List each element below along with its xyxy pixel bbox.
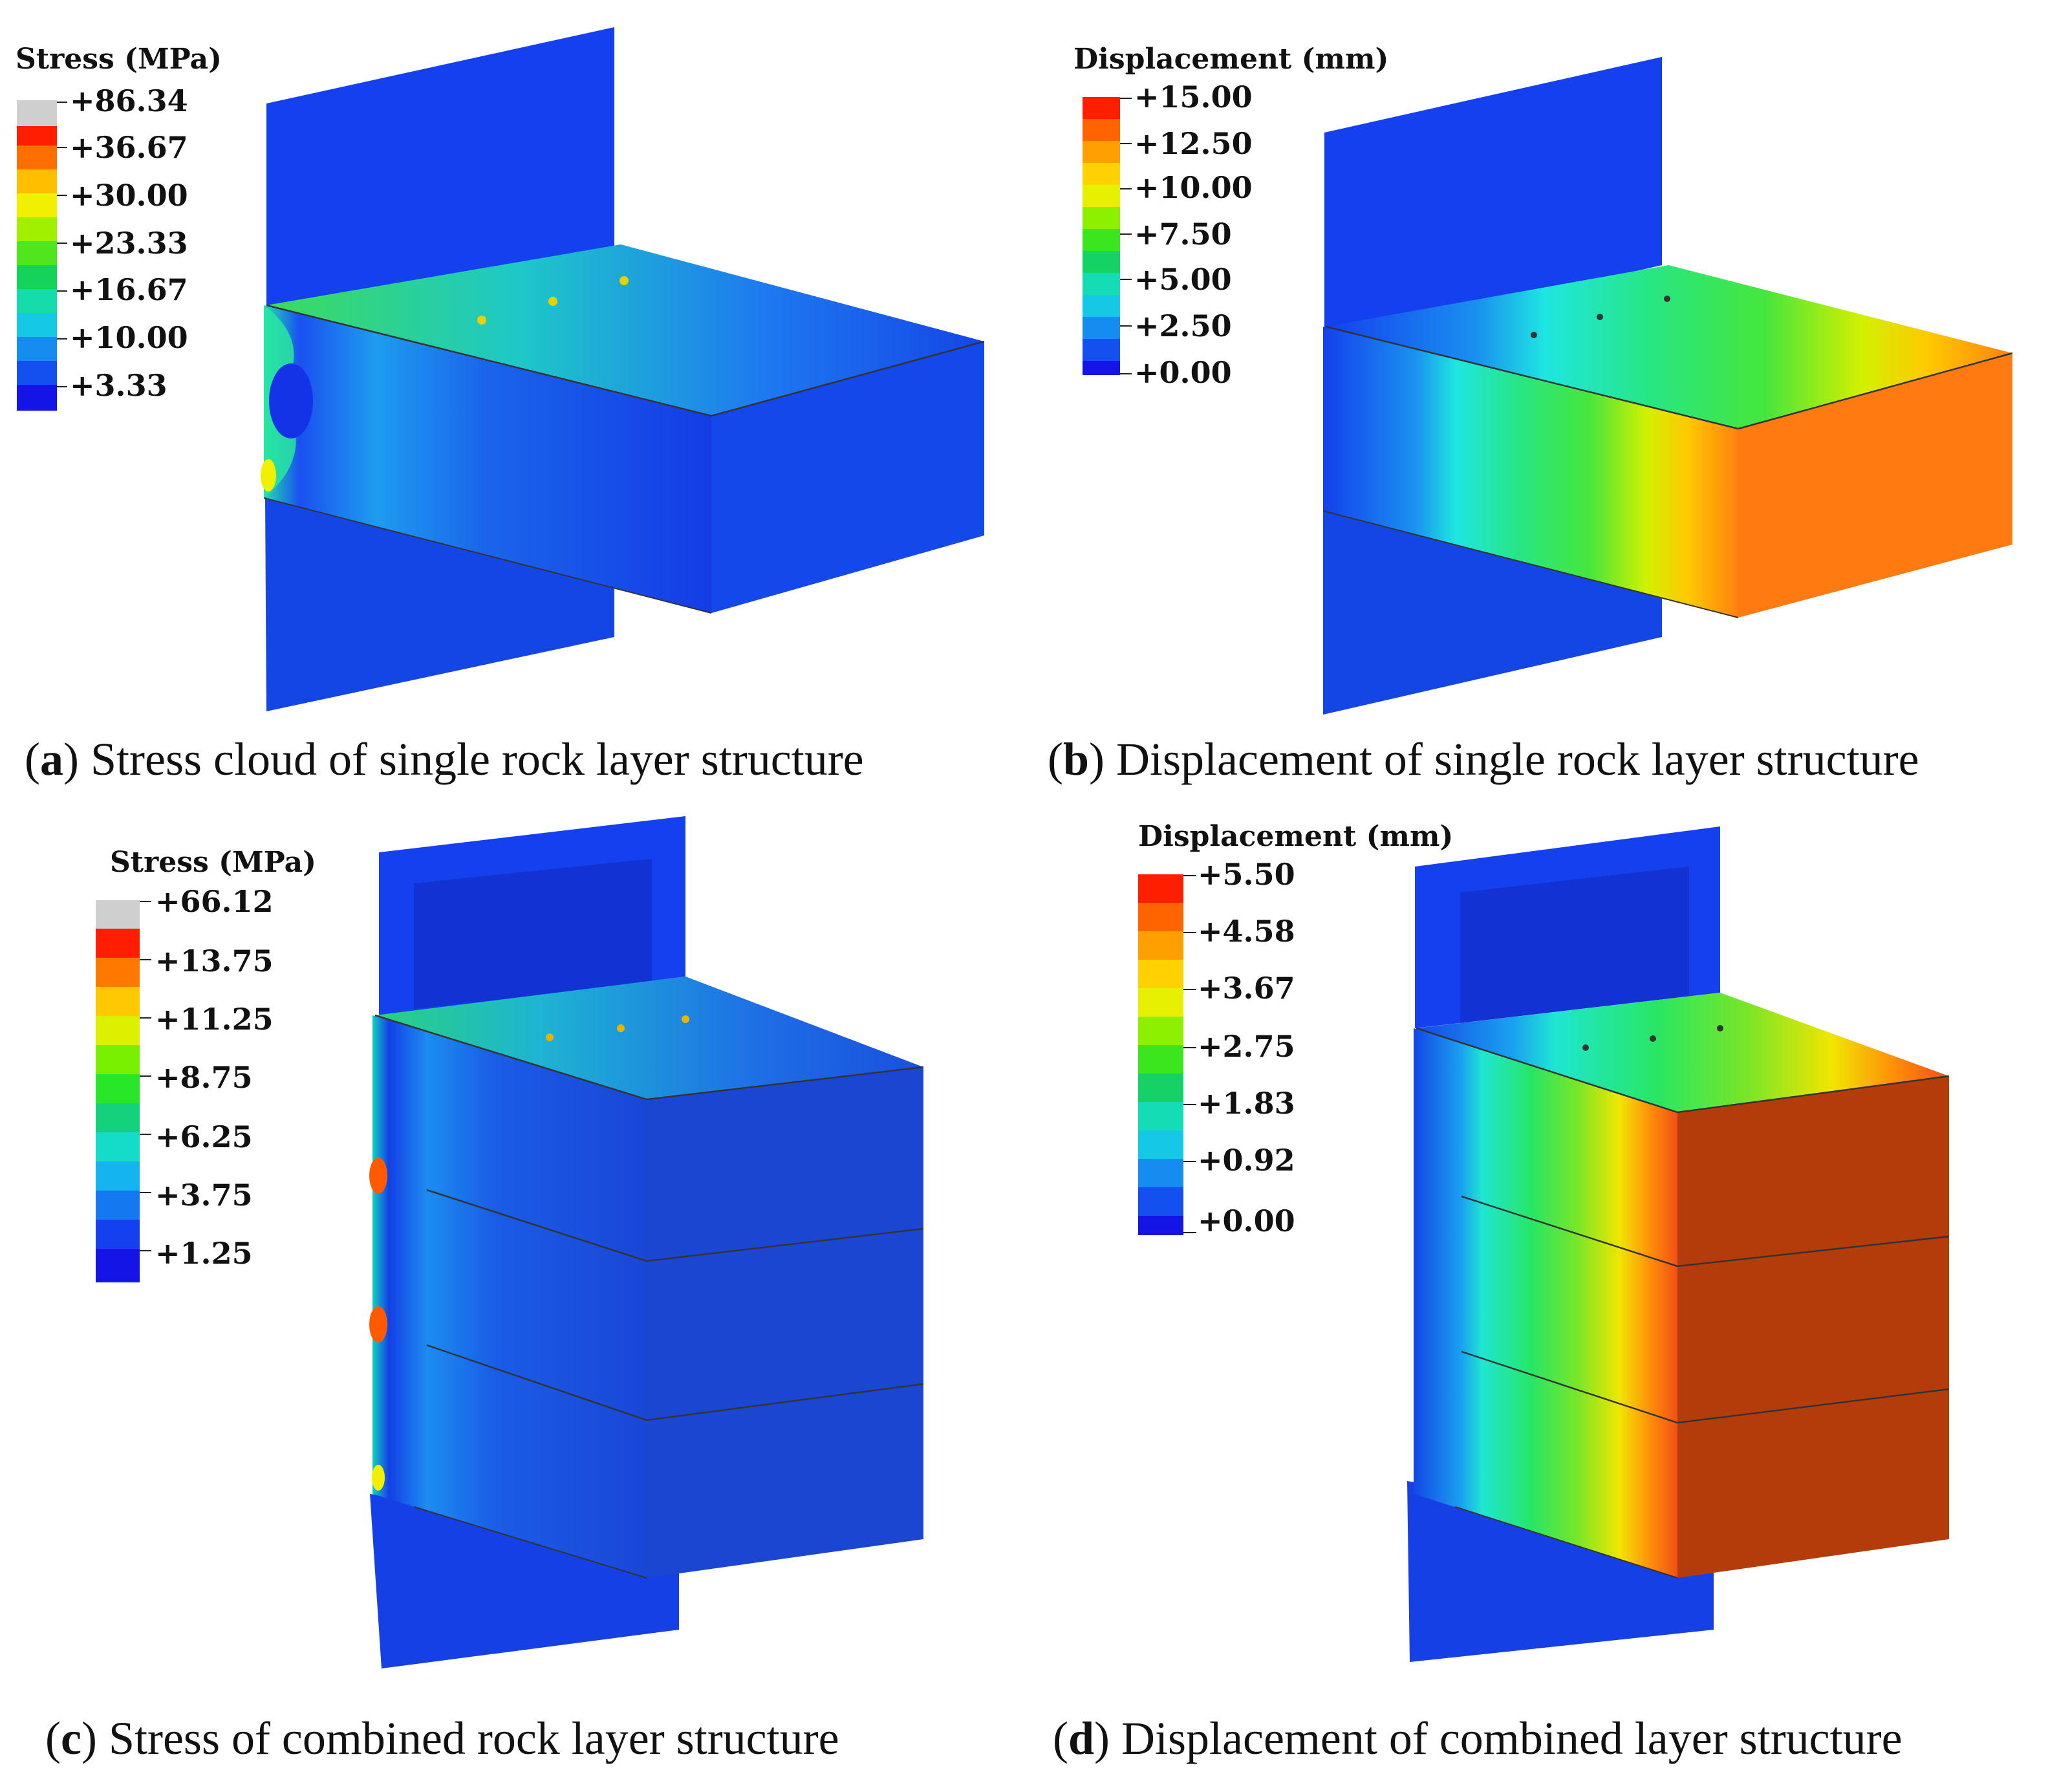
- legend-tick-c-6: +1.25: [155, 1236, 253, 1271]
- legend-title-d: Displacement (mm): [1138, 820, 1453, 853]
- legend-tick-c-1: +13.75: [155, 944, 274, 978]
- beam-end-b: [1738, 353, 2012, 618]
- caption-a: (a) Stress cloud of single rock layer st…: [25, 733, 864, 785]
- rock-model-d: [1407, 826, 1950, 1662]
- legend-tick-c-5: +3.75: [155, 1178, 253, 1213]
- rock-model-b: [1322, 57, 2013, 715]
- panel-b: Displacement (mm) +15.00 +12.50 +10.00 +…: [1048, 43, 2013, 785]
- beam-end-a: [711, 341, 984, 613]
- legend-tick-d-4: +1.83: [1198, 1086, 1295, 1121]
- legend-tick-b-1: +12.50: [1134, 126, 1253, 161]
- colorbar-ticks-b: [1120, 98, 1132, 374]
- beam-front-a: [264, 305, 711, 613]
- legend-tick-d-5: +0.92: [1198, 1143, 1295, 1178]
- legend-tick-b-5: +2.50: [1134, 308, 1232, 343]
- colorbar-b: [1083, 97, 1120, 375]
- legend-tick-d-3: +2.75: [1198, 1029, 1295, 1064]
- legend-tick-b-0: +15.00: [1134, 80, 1253, 114]
- legend-tick-b-4: +5.00: [1134, 262, 1232, 297]
- caption-b: (b) Displacement of single rock layer st…: [1048, 733, 1919, 785]
- legend-tick-c-2: +11.25: [155, 1002, 274, 1037]
- legend-title-a: Stress (MPa): [16, 43, 222, 76]
- legend-tick-a-2: +30.00: [70, 178, 188, 213]
- beam-top-a: [266, 244, 984, 416]
- beam-top-b: [1326, 265, 2012, 429]
- lower-block-a: [265, 498, 614, 711]
- beam-front-b: [1323, 327, 1738, 618]
- beam-end-c: [647, 1067, 923, 1578]
- caption-d: (d) Displacement of combined layer struc…: [1053, 1712, 1902, 1764]
- colorbar-c: [96, 900, 140, 1282]
- legend-tick-a-6: +3.33: [70, 368, 167, 403]
- rock-model-c: [369, 816, 924, 1668]
- beam-front-d: [1414, 1028, 1677, 1578]
- beam-front-c: [372, 1015, 647, 1578]
- legend-title-c: Stress (MPa): [110, 846, 316, 879]
- legend-tick-c-4: +6.25: [155, 1119, 253, 1154]
- legend-tick-d-0: +5.50: [1198, 857, 1295, 892]
- legend-tick-b-3: +7.50: [1134, 217, 1232, 252]
- colorbar-a: [17, 100, 57, 411]
- legend-title-b: Displacement (mm): [1073, 43, 1388, 76]
- colorbar-ticks-a: [57, 102, 67, 387]
- upper-block-b: [1324, 57, 1662, 343]
- beam-top-c: [375, 977, 923, 1099]
- legend-tick-c-3: +8.75: [155, 1060, 253, 1095]
- legend-tick-b-2: +10.00: [1134, 170, 1253, 205]
- panel-a: Stress (MPa) +86.34 +36.67 +30.00 +23.33: [16, 27, 985, 785]
- legend-tick-c-0: +66.12: [155, 884, 274, 919]
- panel-c: Stress (MPa) +66.12 +13.75 +11.25 +8.75 …: [45, 816, 924, 1764]
- legend-tick-a-5: +10.00: [70, 320, 188, 355]
- colorbar-ticks-d: [1183, 875, 1196, 1233]
- legend-tick-d-6: +0.00: [1198, 1204, 1295, 1238]
- legend-tick-a-3: +23.33: [70, 226, 188, 261]
- upper-block-a: [266, 27, 614, 323]
- legend-tick-d-1: +4.58: [1198, 914, 1295, 949]
- caption-c: (c) Stress of combined rock layer struct…: [45, 1712, 839, 1764]
- colorbar-ticks-c: [140, 901, 151, 1251]
- beam-end-d: [1677, 1076, 1949, 1578]
- lower-block-b: [1323, 511, 1662, 715]
- panel-d: Displacement (mm) +5.50 +4.58 +3.67 +2.7…: [1053, 820, 1950, 1764]
- legend-tick-a-0: +86.34: [70, 83, 188, 118]
- legend-tick-b-6: +0.00: [1134, 355, 1232, 390]
- legend-tick-a-1: +36.67: [70, 130, 188, 165]
- legend-tick-a-4: +16.67: [70, 272, 188, 307]
- rock-model-a: [261, 27, 985, 711]
- beam-top-d: [1416, 993, 1949, 1112]
- colorbar-d: [1138, 874, 1183, 1235]
- legend-tick-d-2: +3.67: [1198, 971, 1295, 1006]
